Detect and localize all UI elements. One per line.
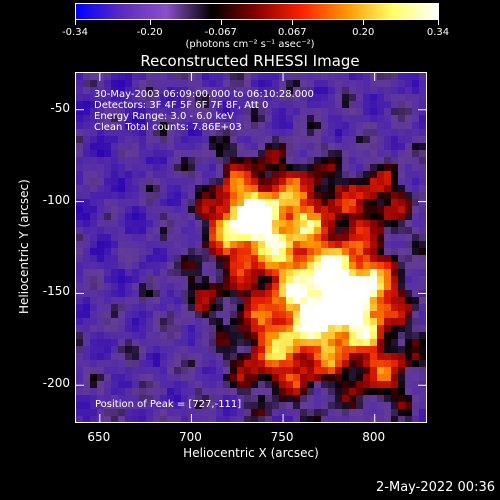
colorbar-tick: [220, 20, 222, 25]
colorbar-tick: [75, 20, 76, 25]
colorbar-tick: [363, 20, 365, 25]
y-axis-label: Heliocentric Y (arcsec): [17, 179, 31, 314]
colorbar-tick-label: -0.067: [204, 27, 237, 38]
colorbar-tick: [438, 20, 439, 25]
colorbar-tick-label: 0.20: [352, 27, 375, 38]
footer-timestamp: 2-May-2022 00:36: [376, 480, 495, 495]
info-detectors: Detectors: 3F 4F 5F 6F 7F 8F, Att 0: [94, 100, 269, 111]
colorbar-tick-label: -0.20: [136, 27, 163, 38]
colorbar-units: (photons cm⁻² s⁻¹ asec⁻²): [185, 39, 315, 50]
colorbar: [75, 3, 439, 20]
image-plot: 30-May-2003 06:09:00.000 to 06:10:28.000…: [75, 72, 427, 423]
x-axis-label: Heliocentric X (arcsec): [183, 446, 319, 460]
y-tick-label: -100: [42, 192, 70, 207]
colorbar-tick-label: 0.34: [426, 27, 450, 38]
y-tick-label: -150: [42, 284, 70, 299]
colorbar-tick: [149, 20, 151, 25]
plot-title: Reconstructed RHESSI Image: [140, 52, 360, 70]
x-tick-label: 800: [362, 430, 386, 444]
x-tick-label: 650: [87, 430, 111, 444]
colorbar-tick: [292, 20, 294, 25]
heatmap-image: [76, 73, 426, 422]
x-tick-label: 750: [270, 430, 294, 444]
y-tick-label: -200: [42, 376, 70, 391]
info-total-counts: Clean Total counts: 7.86E+03: [94, 122, 242, 133]
colorbar-tick-label: -0.34: [62, 27, 88, 38]
info-energy-range: Energy Range: 3.0 - 6.0 keV: [94, 111, 234, 122]
info-time-range: 30-May-2003 06:09:00.000 to 06:10:28.000: [94, 89, 314, 100]
x-tick-label: 700: [178, 430, 202, 444]
y-tick-label: -50: [50, 100, 70, 115]
peak-position: Position of Peak = [727,-111]: [95, 399, 242, 410]
colorbar-tick-label: 0.067: [277, 27, 307, 38]
